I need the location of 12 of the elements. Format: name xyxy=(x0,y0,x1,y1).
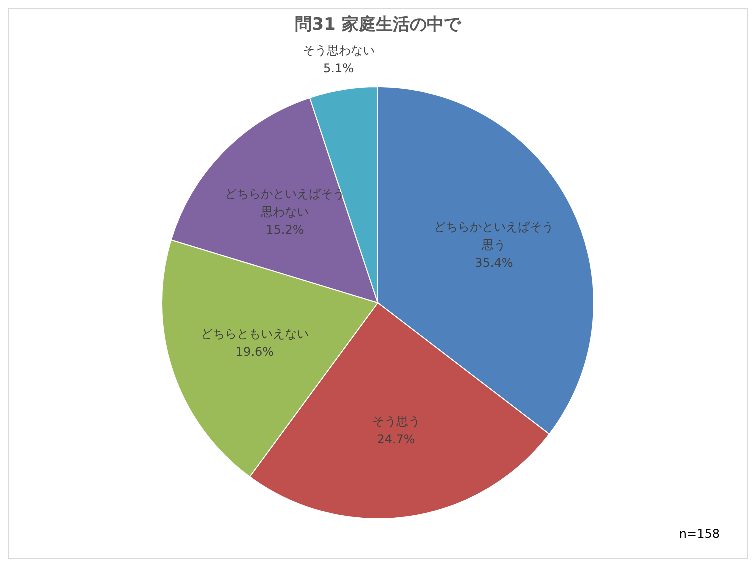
slice-label: そう思う xyxy=(372,414,420,429)
data-label: 24.7% xyxy=(377,432,416,447)
slice-label: どちらかといえばそう思わない xyxy=(225,186,346,219)
slice-label: そう思わない xyxy=(302,43,375,58)
data-label: 35.4% xyxy=(475,256,514,270)
slice-label: どちらともいえない xyxy=(200,327,309,342)
slice-label: どちらかといえばそう思う xyxy=(434,220,554,252)
text: n=158 xyxy=(679,527,720,541)
data-label: 19.6% xyxy=(236,345,274,360)
chart-title: 問31 家庭生活の中で xyxy=(295,15,462,35)
data-label: 5.1% xyxy=(324,61,354,76)
data-label: 15.2% xyxy=(266,222,304,237)
